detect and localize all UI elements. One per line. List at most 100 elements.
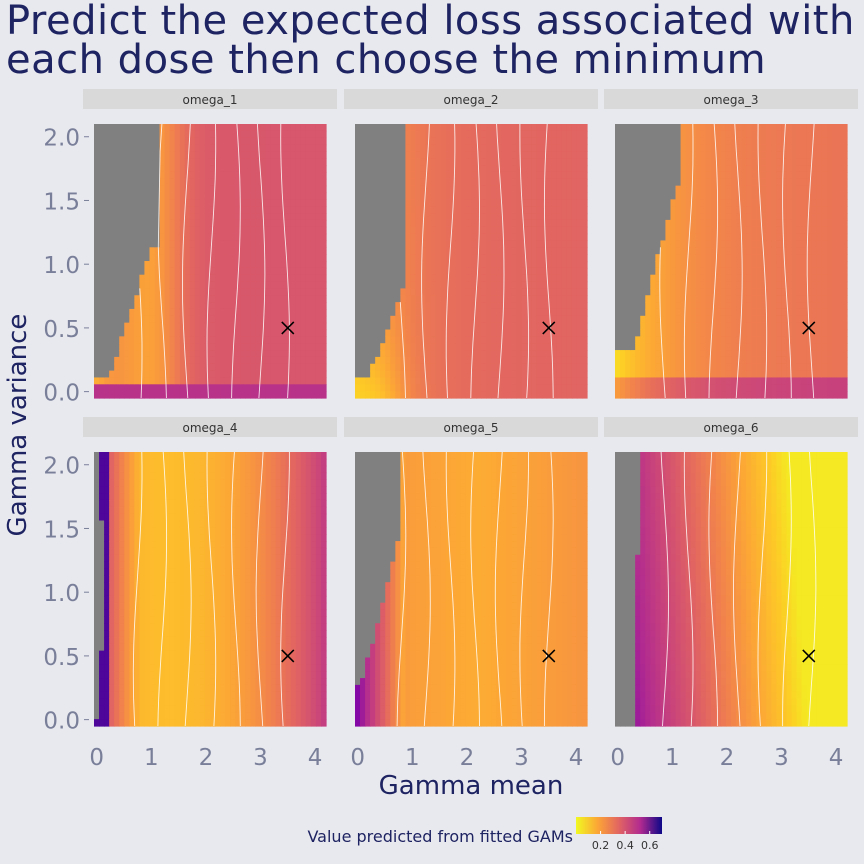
heatmap-cell xyxy=(230,240,236,248)
heatmap-cell xyxy=(435,158,442,166)
heatmap-cell xyxy=(159,343,166,351)
heatmap-cell xyxy=(471,267,477,276)
heatmap-cell xyxy=(660,206,667,214)
heatmap-cell xyxy=(395,192,401,200)
heatmap-cell xyxy=(481,151,487,159)
heatmap-cell xyxy=(660,178,667,187)
heatmap-cell xyxy=(751,384,757,392)
heatmap-cell xyxy=(481,356,487,365)
heatmap-cell xyxy=(521,267,528,276)
heatmap-cell xyxy=(541,240,548,248)
heatmap-cell xyxy=(630,213,636,221)
heatmap-cell xyxy=(159,384,166,392)
heatmap-cell xyxy=(455,350,462,358)
heatmap-cell xyxy=(385,219,391,228)
heatmap-cell xyxy=(501,322,507,331)
heatmap-cell xyxy=(695,165,702,173)
heatmap-cell xyxy=(250,391,256,399)
heatmap-cell xyxy=(450,356,457,365)
heatmap-cell xyxy=(295,158,302,166)
heatmap-cell xyxy=(265,192,272,200)
heatmap-cell xyxy=(169,384,176,392)
heatmap-cell xyxy=(506,247,512,255)
heatmap-cell xyxy=(154,151,161,159)
heatmap-cell xyxy=(365,267,371,276)
heatmap-cell xyxy=(189,295,196,303)
heatmap-cell xyxy=(430,130,437,139)
heatmap-cell xyxy=(144,356,151,365)
heatmap-cell xyxy=(124,329,130,337)
heatmap-cell xyxy=(255,336,262,344)
heatmap-cell xyxy=(715,144,722,152)
heatmap-cell xyxy=(566,363,573,372)
heatmap-cell xyxy=(675,219,682,228)
heatmap-cell xyxy=(109,391,115,399)
heatmap-cell xyxy=(635,302,641,310)
heatmap-cell xyxy=(139,185,146,194)
heatmap-cell xyxy=(746,350,752,358)
heatmap-cell xyxy=(159,370,166,379)
heatmap-cell xyxy=(491,151,497,159)
heatmap-cell xyxy=(240,165,246,173)
heatmap-cell xyxy=(486,213,492,221)
heatmap-cell xyxy=(280,315,287,324)
heatmap-cell xyxy=(695,219,702,228)
heatmap-cell xyxy=(531,254,538,262)
heatmap-cell xyxy=(260,151,267,159)
heatmap-cell xyxy=(144,370,151,379)
heatmap-cell xyxy=(511,391,517,399)
heatmap-cell xyxy=(615,308,621,317)
heatmap-cell xyxy=(245,281,251,289)
heatmap-cell xyxy=(715,308,722,317)
heatmap-cell xyxy=(670,274,677,283)
heatmap-cell xyxy=(300,240,307,248)
heatmap-cell xyxy=(746,151,752,159)
heatmap-cell xyxy=(210,370,216,379)
heatmap-cell xyxy=(215,233,221,242)
heatmap-cell xyxy=(275,158,282,166)
heatmap-cell xyxy=(275,151,282,159)
heatmap-cell xyxy=(556,192,563,200)
heatmap-cell xyxy=(715,206,722,214)
heatmap-cell xyxy=(655,233,661,242)
heatmap-cell xyxy=(511,267,517,276)
heatmap-cell xyxy=(194,130,201,139)
heatmap-cell xyxy=(731,322,737,331)
heatmap-cell xyxy=(315,377,322,385)
heatmap-cell xyxy=(576,254,583,262)
heatmap-cell xyxy=(310,192,317,200)
heatmap-cell xyxy=(300,192,307,200)
heatmap-cell xyxy=(546,391,553,399)
heatmap-cell xyxy=(210,158,216,166)
heatmap-cell xyxy=(250,247,256,255)
heatmap-cell xyxy=(516,302,523,310)
heatmap-cell xyxy=(360,158,366,166)
heatmap-cell xyxy=(109,185,115,194)
heatmap-cell xyxy=(511,226,517,235)
heatmap-cell xyxy=(154,199,161,207)
heatmap-cell xyxy=(310,254,317,262)
heatmap-cell xyxy=(746,363,752,372)
heatmap-cell xyxy=(746,356,752,365)
heatmap-cell xyxy=(541,356,548,365)
heatmap-cell xyxy=(114,267,120,276)
heatmap-cell xyxy=(486,391,492,399)
heatmap-cell xyxy=(541,165,548,173)
heatmap-cell xyxy=(526,240,533,248)
heatmap-cell xyxy=(260,178,267,187)
heatmap-cell xyxy=(640,288,646,296)
heatmap-cell xyxy=(410,308,417,317)
heatmap-cell xyxy=(119,158,125,166)
heatmap-cell xyxy=(766,151,772,159)
heatmap-cell xyxy=(295,370,302,379)
heatmap-cell xyxy=(685,233,692,242)
heatmap-cell xyxy=(690,363,697,372)
heatmap-cell xyxy=(380,185,386,194)
heatmap-cell xyxy=(665,171,672,180)
heatmap-cell xyxy=(620,308,626,317)
heatmap-cell xyxy=(455,274,462,283)
heatmap-cell xyxy=(640,350,646,358)
heatmap-cell xyxy=(159,213,166,221)
heatmap-cell xyxy=(365,329,371,337)
heatmap-cell xyxy=(476,384,482,392)
